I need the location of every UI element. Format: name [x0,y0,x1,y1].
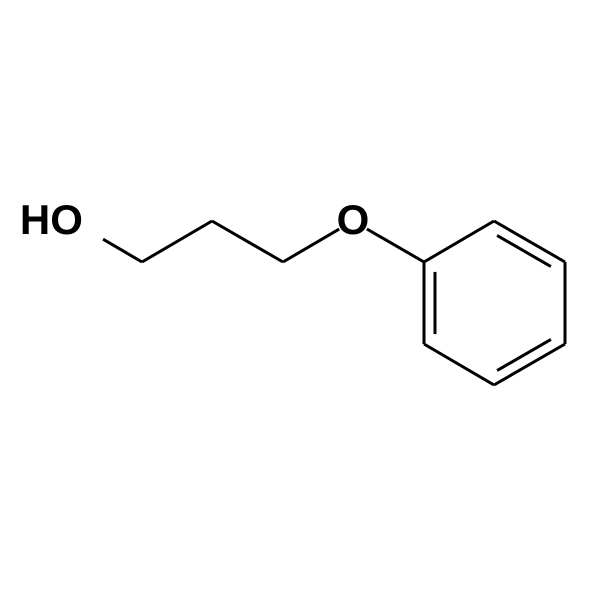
atom-label-o: O [337,196,370,243]
atom-label-oh: HO [20,196,83,243]
bond-C2-C3 [212,221,283,262]
bond-R1-R2 [424,221,494,262]
bond-R4-R5-inner [497,339,551,370]
bond-C3-O [283,229,339,262]
bond-R5-R6 [424,344,494,385]
bond-O-R1 [367,229,424,262]
bond-OH-C1 [103,239,142,262]
molecule-diagram: HO O [0,0,600,600]
bond-C1-C2 [142,221,212,262]
bond-R2-R3-inner [497,235,551,266]
